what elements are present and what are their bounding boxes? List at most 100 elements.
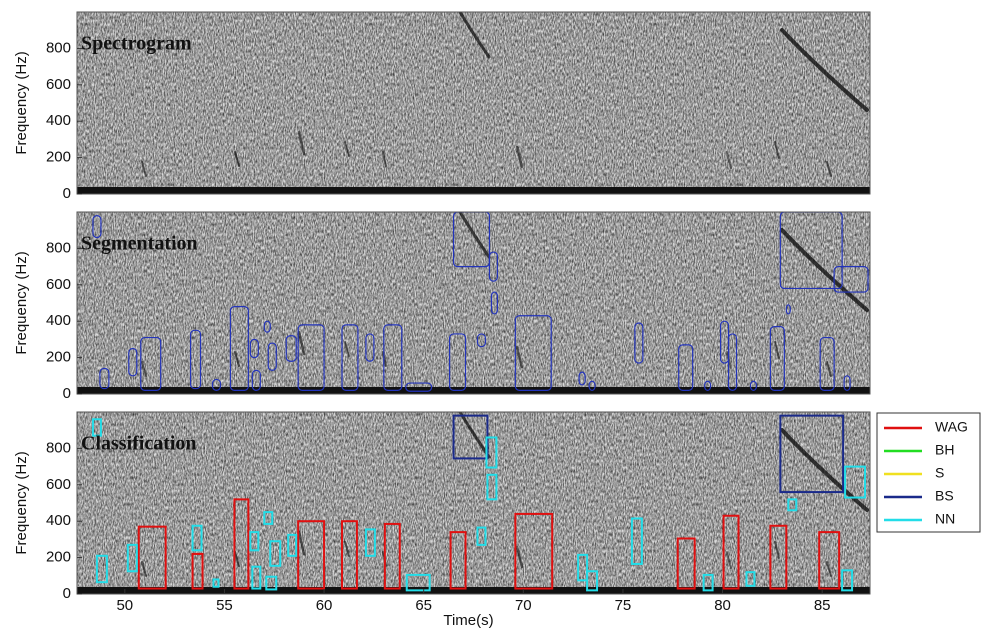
segment bbox=[704, 380, 712, 391]
y-tick-label: 0 bbox=[63, 385, 71, 402]
segment bbox=[267, 342, 277, 371]
x-tick-label: 75 bbox=[615, 597, 632, 614]
legend-label: BS bbox=[935, 488, 954, 504]
detection-box bbox=[722, 514, 740, 590]
y-axis-label: Frequency (Hz) bbox=[13, 251, 30, 354]
legend-label: BH bbox=[935, 442, 954, 458]
detection-box bbox=[251, 565, 262, 590]
segment bbox=[211, 378, 222, 391]
detection-box bbox=[233, 498, 250, 590]
x-tick-label: 85 bbox=[814, 597, 831, 614]
panel-title: Spectrogram bbox=[81, 33, 192, 55]
y-tick-label: 800 bbox=[46, 239, 71, 256]
frame bbox=[76, 411, 871, 595]
detection-box bbox=[476, 526, 487, 546]
y-tick-label: 600 bbox=[46, 476, 71, 493]
y-tick-label: 600 bbox=[46, 276, 71, 293]
detection-box bbox=[449, 531, 467, 590]
segment bbox=[833, 266, 869, 293]
x-tick-label: 60 bbox=[316, 597, 333, 614]
segment bbox=[263, 320, 271, 333]
segment bbox=[229, 306, 249, 391]
segment bbox=[92, 215, 102, 239]
legend-label: NN bbox=[935, 511, 955, 527]
y-tick-label: 800 bbox=[46, 39, 71, 56]
detection-box bbox=[787, 498, 798, 512]
detection-box bbox=[779, 414, 845, 494]
segment bbox=[249, 338, 259, 359]
detection-box bbox=[249, 531, 260, 552]
x-tick-label: 80 bbox=[714, 597, 731, 614]
detection-box bbox=[287, 533, 298, 557]
segment bbox=[341, 324, 359, 391]
detection-box bbox=[265, 575, 278, 591]
y-tick-label: 200 bbox=[46, 349, 71, 366]
detection-box bbox=[191, 552, 204, 590]
detection-box bbox=[269, 540, 282, 567]
segment bbox=[490, 291, 499, 315]
detection-box bbox=[769, 524, 788, 590]
segment bbox=[514, 315, 552, 391]
y-axis-label: Frequency (Hz) bbox=[13, 451, 30, 554]
segment bbox=[779, 212, 843, 290]
x-tick-label: 65 bbox=[415, 597, 432, 614]
segment bbox=[678, 344, 694, 391]
detection-box bbox=[745, 571, 756, 587]
segment bbox=[727, 333, 738, 391]
segment bbox=[769, 326, 785, 391]
y-tick-label: 0 bbox=[63, 585, 71, 602]
segment bbox=[785, 304, 791, 315]
segment bbox=[251, 369, 261, 391]
y-tick-label: 600 bbox=[46, 76, 71, 93]
detection-box bbox=[91, 418, 102, 437]
x-tick-label: 50 bbox=[116, 597, 133, 614]
noise bbox=[77, 12, 870, 194]
detection-box bbox=[191, 524, 203, 552]
panel-title: Classification bbox=[81, 433, 197, 455]
segment bbox=[634, 322, 644, 364]
y-tick-label: 400 bbox=[46, 112, 71, 129]
segment bbox=[189, 329, 202, 390]
segment bbox=[749, 380, 758, 391]
frame bbox=[76, 11, 871, 195]
detection-box bbox=[841, 569, 854, 592]
detection-box bbox=[405, 573, 431, 592]
detection-box bbox=[485, 436, 498, 469]
detection-box bbox=[212, 578, 220, 588]
detection-box bbox=[702, 573, 714, 592]
detection-box bbox=[586, 570, 599, 592]
segment bbox=[383, 324, 403, 391]
segment bbox=[578, 371, 586, 386]
segment bbox=[843, 375, 851, 391]
y-tick-label: 400 bbox=[46, 512, 71, 529]
detection-box bbox=[340, 520, 358, 590]
legend-label: WAG bbox=[935, 419, 968, 435]
segment bbox=[452, 212, 491, 268]
detection-box bbox=[95, 554, 108, 584]
segment bbox=[819, 336, 835, 391]
detection-box bbox=[630, 517, 643, 565]
plot-area bbox=[77, 212, 870, 394]
detection-box bbox=[297, 520, 326, 590]
detection-box bbox=[383, 522, 401, 590]
detection-box bbox=[486, 473, 498, 501]
x-axis-label: Time(s) bbox=[443, 612, 493, 628]
panel-title: Segmentation bbox=[81, 233, 198, 255]
segment bbox=[488, 251, 499, 282]
noise bbox=[77, 212, 870, 394]
y-tick-label: 0 bbox=[63, 185, 71, 202]
segment bbox=[365, 333, 375, 362]
segment bbox=[448, 333, 467, 391]
plot-area bbox=[77, 12, 870, 194]
frame bbox=[76, 211, 871, 395]
y-tick-label: 400 bbox=[46, 312, 71, 329]
segment bbox=[285, 335, 297, 362]
detection-box bbox=[263, 511, 274, 525]
legend-box bbox=[876, 412, 981, 533]
y-tick-label: 200 bbox=[46, 149, 71, 166]
y-tick-label: 800 bbox=[46, 439, 71, 456]
legend: WAG BH S BS NN bbox=[876, 412, 981, 533]
segment bbox=[128, 347, 138, 377]
